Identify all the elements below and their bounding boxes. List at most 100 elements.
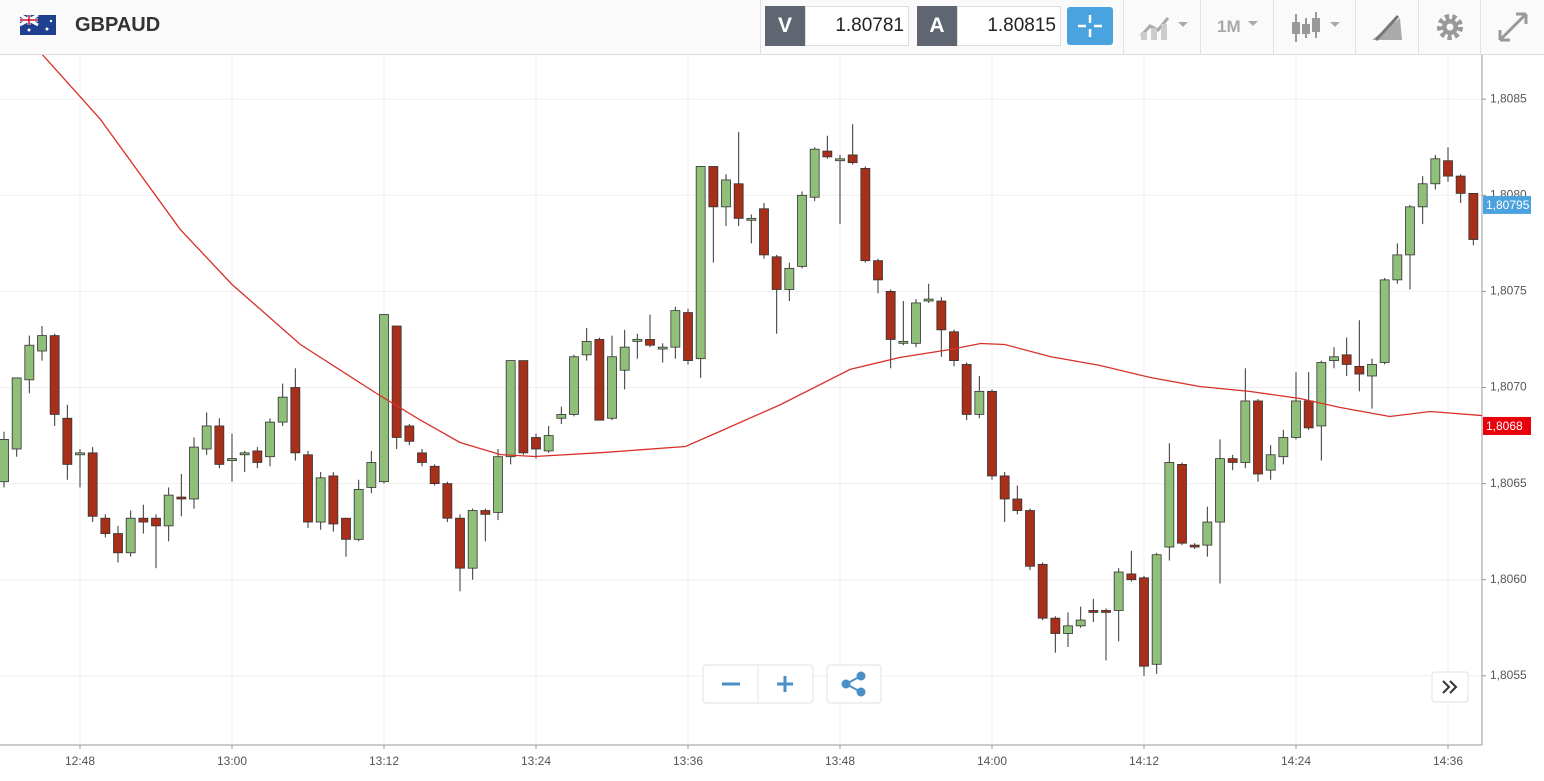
candle-body — [1101, 610, 1111, 613]
y-tick-label: 1,8075 — [1490, 284, 1527, 298]
candle-body — [277, 396, 288, 423]
price-tag-label: 1,80795 — [1486, 198, 1530, 212]
candle-body — [467, 510, 478, 569]
candle-body — [746, 217, 757, 221]
price-tag — [1483, 195, 1531, 214]
x-tick-label: 12:48 — [65, 754, 95, 768]
draw-button[interactable] — [1368, 8, 1408, 48]
candle-body — [1151, 554, 1162, 665]
candle-body — [898, 340, 909, 344]
candle-body — [1202, 521, 1213, 546]
candle-body — [683, 312, 693, 361]
fullscreen-button[interactable] — [1494, 8, 1534, 48]
candle-body — [442, 483, 453, 519]
candle-body — [1417, 183, 1428, 208]
candle-body — [201, 425, 212, 450]
settings-button[interactable] — [1432, 8, 1472, 48]
moving-average — [41, 55, 1482, 458]
zoom-in[interactable] — [777, 676, 793, 692]
candle-body — [569, 356, 579, 415]
candle-body — [873, 260, 883, 281]
candle-body — [1468, 192, 1479, 240]
buy-price[interactable]: 1.80815 — [957, 6, 1061, 46]
candle-body — [835, 158, 845, 162]
candle-body — [138, 517, 149, 523]
candle-body — [860, 167, 871, 262]
candle-body — [1405, 206, 1415, 256]
candle-body — [366, 462, 377, 488]
candle-body — [290, 387, 301, 454]
sell-price[interactable]: 1.80781 — [805, 6, 909, 46]
candle-body — [670, 310, 681, 348]
candle-body — [1037, 563, 1048, 619]
candle-body — [1139, 577, 1149, 667]
candle-body — [1063, 625, 1073, 634]
candle-style-button[interactable] — [1290, 8, 1350, 48]
buy-label: A — [917, 6, 957, 46]
candle-body — [594, 339, 605, 421]
candle-body — [1379, 279, 1390, 363]
x-tick-label: 13:00 — [217, 754, 247, 768]
timeframe[interactable]: 1M — [1217, 17, 1241, 36]
candle-body — [303, 454, 313, 523]
candle-body — [1177, 463, 1187, 544]
x-tick-label: 13:24 — [521, 754, 551, 768]
candle-body — [543, 435, 554, 452]
candle-body — [911, 302, 921, 344]
candle-body — [328, 475, 339, 525]
candle-body — [708, 166, 719, 208]
candle-body — [1050, 617, 1061, 634]
candle-body — [999, 475, 1010, 500]
candle-body — [1088, 610, 1099, 613]
y-tick-label: 1,8055 — [1490, 668, 1527, 682]
candle-body — [771, 256, 782, 290]
share-button[interactable] — [841, 671, 866, 697]
x-tick-label: 13:36 — [673, 754, 703, 768]
candle-body — [847, 154, 858, 164]
x-tick-label: 14:36 — [1433, 754, 1463, 768]
candle-body — [1367, 364, 1377, 377]
candle-body — [176, 496, 187, 500]
candle-body — [353, 488, 364, 540]
candle-body — [100, 517, 111, 534]
candle-body — [1240, 400, 1251, 463]
candle-body — [885, 291, 896, 340]
candle-body — [607, 356, 617, 419]
candle-body — [1253, 400, 1263, 475]
candle-body — [987, 390, 997, 477]
candle-body — [936, 300, 947, 331]
candle-body — [759, 208, 769, 256]
candle-body — [252, 450, 263, 463]
candle-body — [1215, 458, 1225, 523]
chart-type-button[interactable] — [1138, 8, 1198, 48]
plot — [0, 55, 1482, 676]
candle-body — [163, 494, 174, 527]
candle-body — [721, 179, 731, 208]
candle-body — [189, 446, 199, 500]
y-tick-label: 1,8060 — [1490, 572, 1527, 586]
crosshair-button[interactable] — [1067, 7, 1113, 47]
scroll-end-button[interactable] — [1430, 670, 1470, 704]
candle-body — [619, 346, 630, 371]
candle-body — [1316, 362, 1327, 427]
x-tick-label: 13:48 — [825, 754, 855, 768]
candle-body — [1265, 454, 1276, 471]
candle-body — [518, 360, 529, 454]
candle-body — [1392, 254, 1403, 281]
candle-body — [1354, 365, 1365, 375]
candle-body — [49, 335, 60, 415]
candle-body — [1025, 510, 1035, 567]
candle-body — [1113, 571, 1124, 611]
candle-body — [733, 183, 744, 219]
candle-body — [809, 148, 820, 198]
candle-body — [1126, 573, 1137, 581]
candle-body — [341, 517, 351, 540]
candle-body — [1430, 158, 1441, 185]
candle-body — [505, 360, 516, 458]
candle-body — [1012, 498, 1023, 511]
candle-body — [1291, 400, 1301, 438]
zoom-controls — [702, 664, 882, 704]
candle-body — [1164, 462, 1175, 548]
candle-body — [391, 325, 402, 438]
